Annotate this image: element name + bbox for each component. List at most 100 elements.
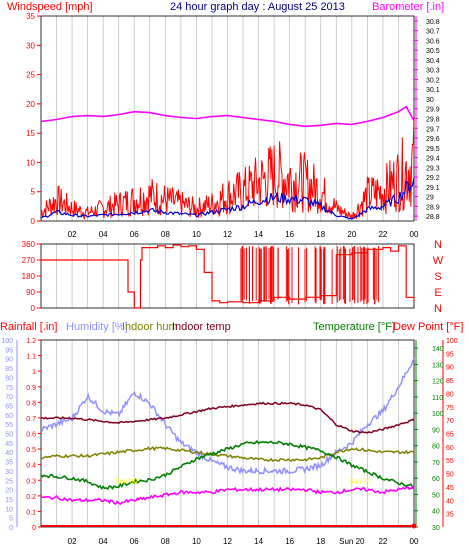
- barometer-y-tick-label: 29: [426, 195, 434, 202]
- top-x-tick-label: 08: [161, 230, 170, 239]
- barometer-axis-label: Barometer [.in]: [372, 1, 444, 13]
- barometer-y-tick-label: 29.9: [426, 107, 440, 114]
- humidity-y-tick-label: 55: [5, 422, 13, 429]
- direction-y-tick-label: 180: [22, 272, 36, 281]
- rainfall-y-tick-label: 0.2: [26, 494, 36, 501]
- temperature-y-tick-label: 30: [432, 525, 440, 532]
- humidity-y-tick-label: 95: [5, 347, 13, 354]
- compass-label: N: [434, 239, 442, 251]
- wind-y-tick-label: 0: [31, 217, 36, 226]
- bottom-x-tick-label: 06: [130, 537, 139, 546]
- dewpoint-line: [40, 485, 415, 506]
- dewpoint-y-tick-label: 65: [446, 432, 454, 439]
- temperature-y-tick-label: 40: [432, 509, 440, 516]
- wind-y-tick-label: 30: [26, 41, 35, 50]
- direction-y-tick-label: 360: [22, 240, 36, 249]
- top-x-tick-label: 20: [347, 230, 356, 239]
- compass-label: E: [434, 287, 441, 299]
- top-x-tick-label: 16: [285, 230, 294, 239]
- humidity-y-tick-label: 45: [5, 441, 13, 448]
- rainfall-y-tick-label: 1.2: [26, 338, 36, 345]
- humidity-y-tick-label: 25: [5, 478, 13, 485]
- barometer-y-tick-label: 30.2: [426, 77, 440, 84]
- humidity-y-tick-label: 5: [9, 516, 13, 523]
- top-x-tick-label: 14: [254, 230, 263, 239]
- barometer-y-tick-label: 30.4: [426, 58, 440, 65]
- legend-humidity: Humidity [%]: [66, 321, 128, 333]
- rainfall-y-tick-label: 0.5: [26, 447, 36, 454]
- rainfall-y-tick-label: 0.3: [26, 478, 36, 485]
- humidity-y-tick-label: 65: [5, 403, 13, 410]
- top-x-tick-label: 04: [99, 230, 108, 239]
- humidity-y-tick-label: 90: [5, 357, 13, 364]
- barometer-y-tick-label: 30.7: [426, 29, 440, 36]
- tick-label-layer: 0510152025303528.828.92929.129.229.329.4…: [1, 12, 457, 546]
- humidity-y-tick-label: 70: [5, 394, 13, 401]
- bottom-x-tick-label: 02: [68, 537, 77, 546]
- rainfall-y-tick-label: 1.1: [26, 354, 36, 361]
- temperature-y-tick-label: 60: [432, 476, 440, 483]
- avg-wind-line: [40, 177, 415, 220]
- humidity-y-tick-label: 35: [5, 460, 13, 467]
- wind-axis-label: Windspeed [mph]: [7, 1, 93, 13]
- dewpoint-y-tick-label: 70: [446, 418, 454, 425]
- humidity-y-tick-label: 85: [5, 366, 13, 373]
- dewpoint-y-tick-label: 75: [446, 405, 454, 412]
- barometer-y-tick-label: 29.3: [426, 165, 440, 172]
- dewpoint-axis-label: Dew Point [°F]: [393, 321, 463, 333]
- compass-label: S: [434, 271, 441, 283]
- bottom-x-tick-label: 10: [192, 537, 201, 546]
- temperature-y-tick-label: 110: [432, 395, 443, 402]
- rainfall-y-tick-label: 0: [32, 525, 36, 532]
- temperature-y-tick-label: 90: [432, 427, 440, 434]
- barometer-y-tick-label: 30.8: [426, 19, 440, 26]
- barometer-y-tick-label: 29.8: [426, 117, 440, 124]
- dewpoint-y-tick-label: 85: [446, 378, 454, 385]
- compass-label: W: [433, 255, 444, 267]
- dewpoint-y-tick-label: 40: [446, 498, 454, 505]
- dewpoint-y-tick-label: 45: [446, 485, 454, 492]
- humidity-y-tick-label: 75: [5, 385, 13, 392]
- bottom-x-tick-label: 22: [378, 537, 387, 546]
- top-x-tick-label: 18: [316, 230, 325, 239]
- bottom-x-tick-label: 00: [410, 537, 419, 546]
- humidity-line: [40, 357, 415, 475]
- barometer-y-tick-label: 29.2: [426, 175, 440, 182]
- indoor-temp-line: [40, 401, 415, 434]
- rainfall-y-tick-label: 0.4: [26, 463, 36, 470]
- rainfall-y-tick-label: 0.1: [26, 509, 36, 516]
- humidity-y-tick-label: 60: [5, 413, 13, 420]
- dewpoint-y-tick-label: 90: [446, 365, 454, 372]
- temperature-y-tick-label: 100: [432, 411, 444, 418]
- barometer-y-tick-label: 28.8: [426, 214, 440, 221]
- top-x-tick-label: 02: [68, 230, 77, 239]
- barometer-y-tick-label: 29.6: [426, 136, 440, 143]
- rainfall-y-tick-label: 0.9: [26, 385, 36, 392]
- bottom-x-tick-label: 04: [99, 537, 108, 546]
- wind-y-tick-label: 10: [26, 158, 35, 167]
- rainfall-y-tick-label: 0.7: [26, 416, 36, 423]
- top-x-tick-label: 00: [410, 230, 419, 239]
- chart-title: 24 hour graph day : August 25 2013: [170, 1, 345, 13]
- temperature-axis-label: Temperature [°F]: [313, 321, 395, 333]
- dewpoint-y-tick-label: 80: [446, 391, 454, 398]
- temperature-y-tick-label: 50: [432, 492, 440, 499]
- dewpoint-y-tick-label: 55: [446, 458, 454, 465]
- temperature-y-tick-label: 70: [432, 460, 440, 467]
- bottom-x-tick-label: 14: [254, 537, 263, 546]
- series-layer: [40, 105, 417, 529]
- barometer-y-tick-label: 30.5: [426, 48, 440, 55]
- barometer-line: [40, 105, 415, 128]
- legend-indoor-temp: Indoor temp: [172, 321, 231, 333]
- wind-y-tick-label: 35: [26, 12, 35, 21]
- wind-y-tick-label: 25: [26, 71, 35, 80]
- time-annotation: Sun 20: [349, 478, 371, 485]
- wind-y-tick-label: 5: [31, 188, 36, 197]
- dewpoint-y-tick-label: 95: [446, 351, 454, 358]
- dewpoint-y-tick-label: 35: [446, 512, 454, 519]
- barometer-y-tick-label: 28.9: [426, 204, 440, 211]
- top-x-tick-label: 12: [223, 230, 232, 239]
- humidity-y-tick-label: 100: [1, 338, 13, 345]
- humidity-y-tick-label: 50: [5, 432, 13, 439]
